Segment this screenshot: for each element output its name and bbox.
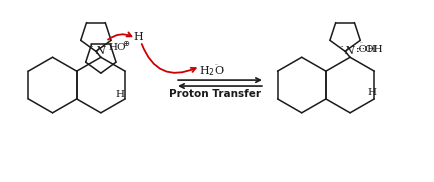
Text: ··: ·· <box>358 40 362 45</box>
Text: ··: ·· <box>214 62 217 67</box>
Text: :··OH: :··OH <box>355 45 383 54</box>
Text: ··: ·· <box>338 42 342 50</box>
Text: H: H <box>367 88 376 98</box>
Text: H$_2$O: H$_2$O <box>199 64 224 78</box>
Text: N: N <box>95 46 105 56</box>
Text: H: H <box>134 32 143 42</box>
Text: HO: HO <box>108 43 126 52</box>
Text: ⊕: ⊕ <box>122 39 128 48</box>
Text: Proton Transfer: Proton Transfer <box>169 89 260 99</box>
Text: ··: ·· <box>89 42 94 50</box>
Text: H: H <box>115 90 125 100</box>
Text: :OH: :OH <box>355 45 376 54</box>
Text: :: : <box>220 64 224 73</box>
Text: N: N <box>343 46 353 56</box>
